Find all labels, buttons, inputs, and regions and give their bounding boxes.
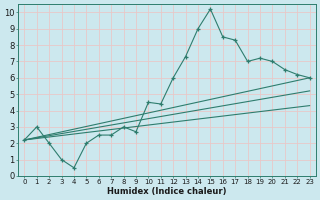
X-axis label: Humidex (Indice chaleur): Humidex (Indice chaleur) [107,187,227,196]
